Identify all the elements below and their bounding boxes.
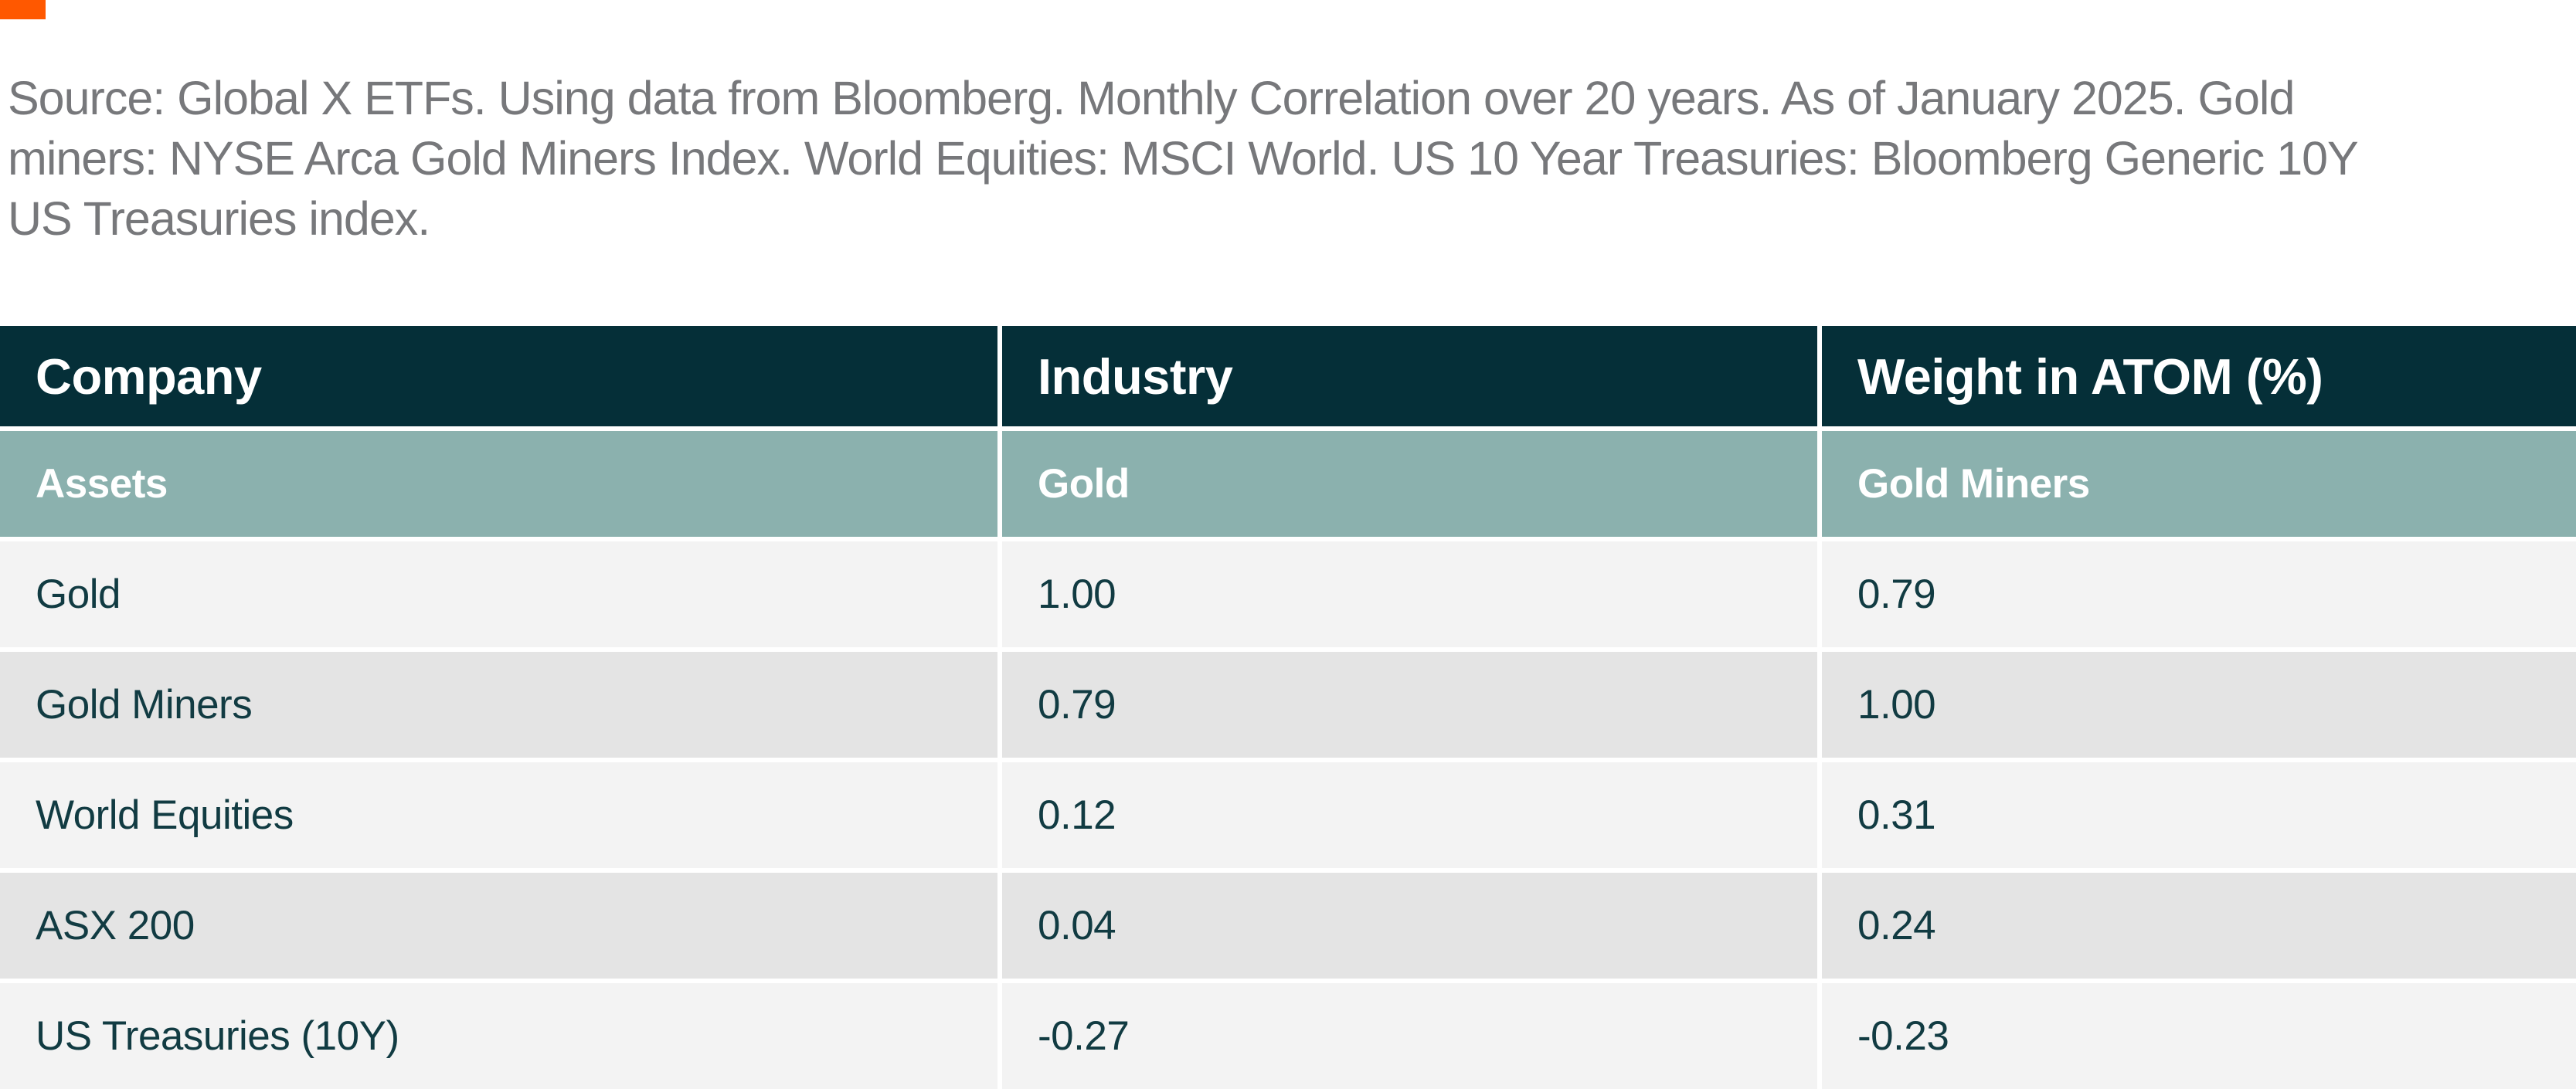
cell-gold-miners-correlation: 0.24 (1817, 868, 2576, 979)
header-cell-weight-in-atom: Weight in ATOM (%) (1817, 326, 2576, 426)
cell-gold-correlation: 1.00 (997, 537, 1817, 647)
cell-asset-label: Gold Miners (0, 647, 997, 758)
source-note: Source: Global X ETFs. Using data from B… (8, 68, 2359, 249)
table-row-gold: Gold 1.00 0.79 (0, 537, 2576, 647)
subheader-cell-assets: Assets (0, 426, 997, 537)
header-cell-industry: Industry (997, 326, 1817, 426)
cell-gold-miners-correlation: 1.00 (1817, 647, 2576, 758)
cell-asset-label: US Treasuries (10Y) (0, 979, 997, 1089)
source-note-line: miners: NYSE Arca Gold Miners Index. Wor… (8, 132, 2359, 185)
cell-gold-miners-correlation: 0.31 (1817, 758, 2576, 868)
table-row-gold-miners: Gold Miners 0.79 1.00 (0, 647, 2576, 758)
subheader-cell-gold: Gold (997, 426, 1817, 537)
table-subheader-row: Assets Gold Gold Miners (0, 426, 2576, 537)
cell-gold-miners-correlation: -0.23 (1817, 979, 2576, 1089)
table-row-asx-200: ASX 200 0.04 0.24 (0, 868, 2576, 979)
cell-asset-label: World Equities (0, 758, 997, 868)
brand-accent-bar (0, 0, 46, 19)
cell-gold-correlation: 0.04 (997, 868, 1817, 979)
cell-gold-miners-correlation: 0.79 (1817, 537, 2576, 647)
correlation-table: Company Industry Weight in ATOM (%) Asse… (0, 326, 2576, 1089)
subheader-cell-gold-miners: Gold Miners (1817, 426, 2576, 537)
table-header-row: Company Industry Weight in ATOM (%) (0, 326, 2576, 426)
cell-gold-correlation: -0.27 (997, 979, 1817, 1089)
table-row-us-treasuries-10y: US Treasuries (10Y) -0.27 -0.23 (0, 979, 2576, 1089)
header-cell-company: Company (0, 326, 997, 426)
cell-asset-label: Gold (0, 537, 997, 647)
cell-gold-correlation: 0.12 (997, 758, 1817, 868)
source-note-line: Source: Global X ETFs. Using data from B… (8, 72, 2295, 124)
source-note-line: US Treasuries index. (8, 192, 430, 245)
cell-gold-correlation: 0.79 (997, 647, 1817, 758)
table-row-world-equities: World Equities 0.12 0.31 (0, 758, 2576, 868)
cell-asset-label: ASX 200 (0, 868, 997, 979)
